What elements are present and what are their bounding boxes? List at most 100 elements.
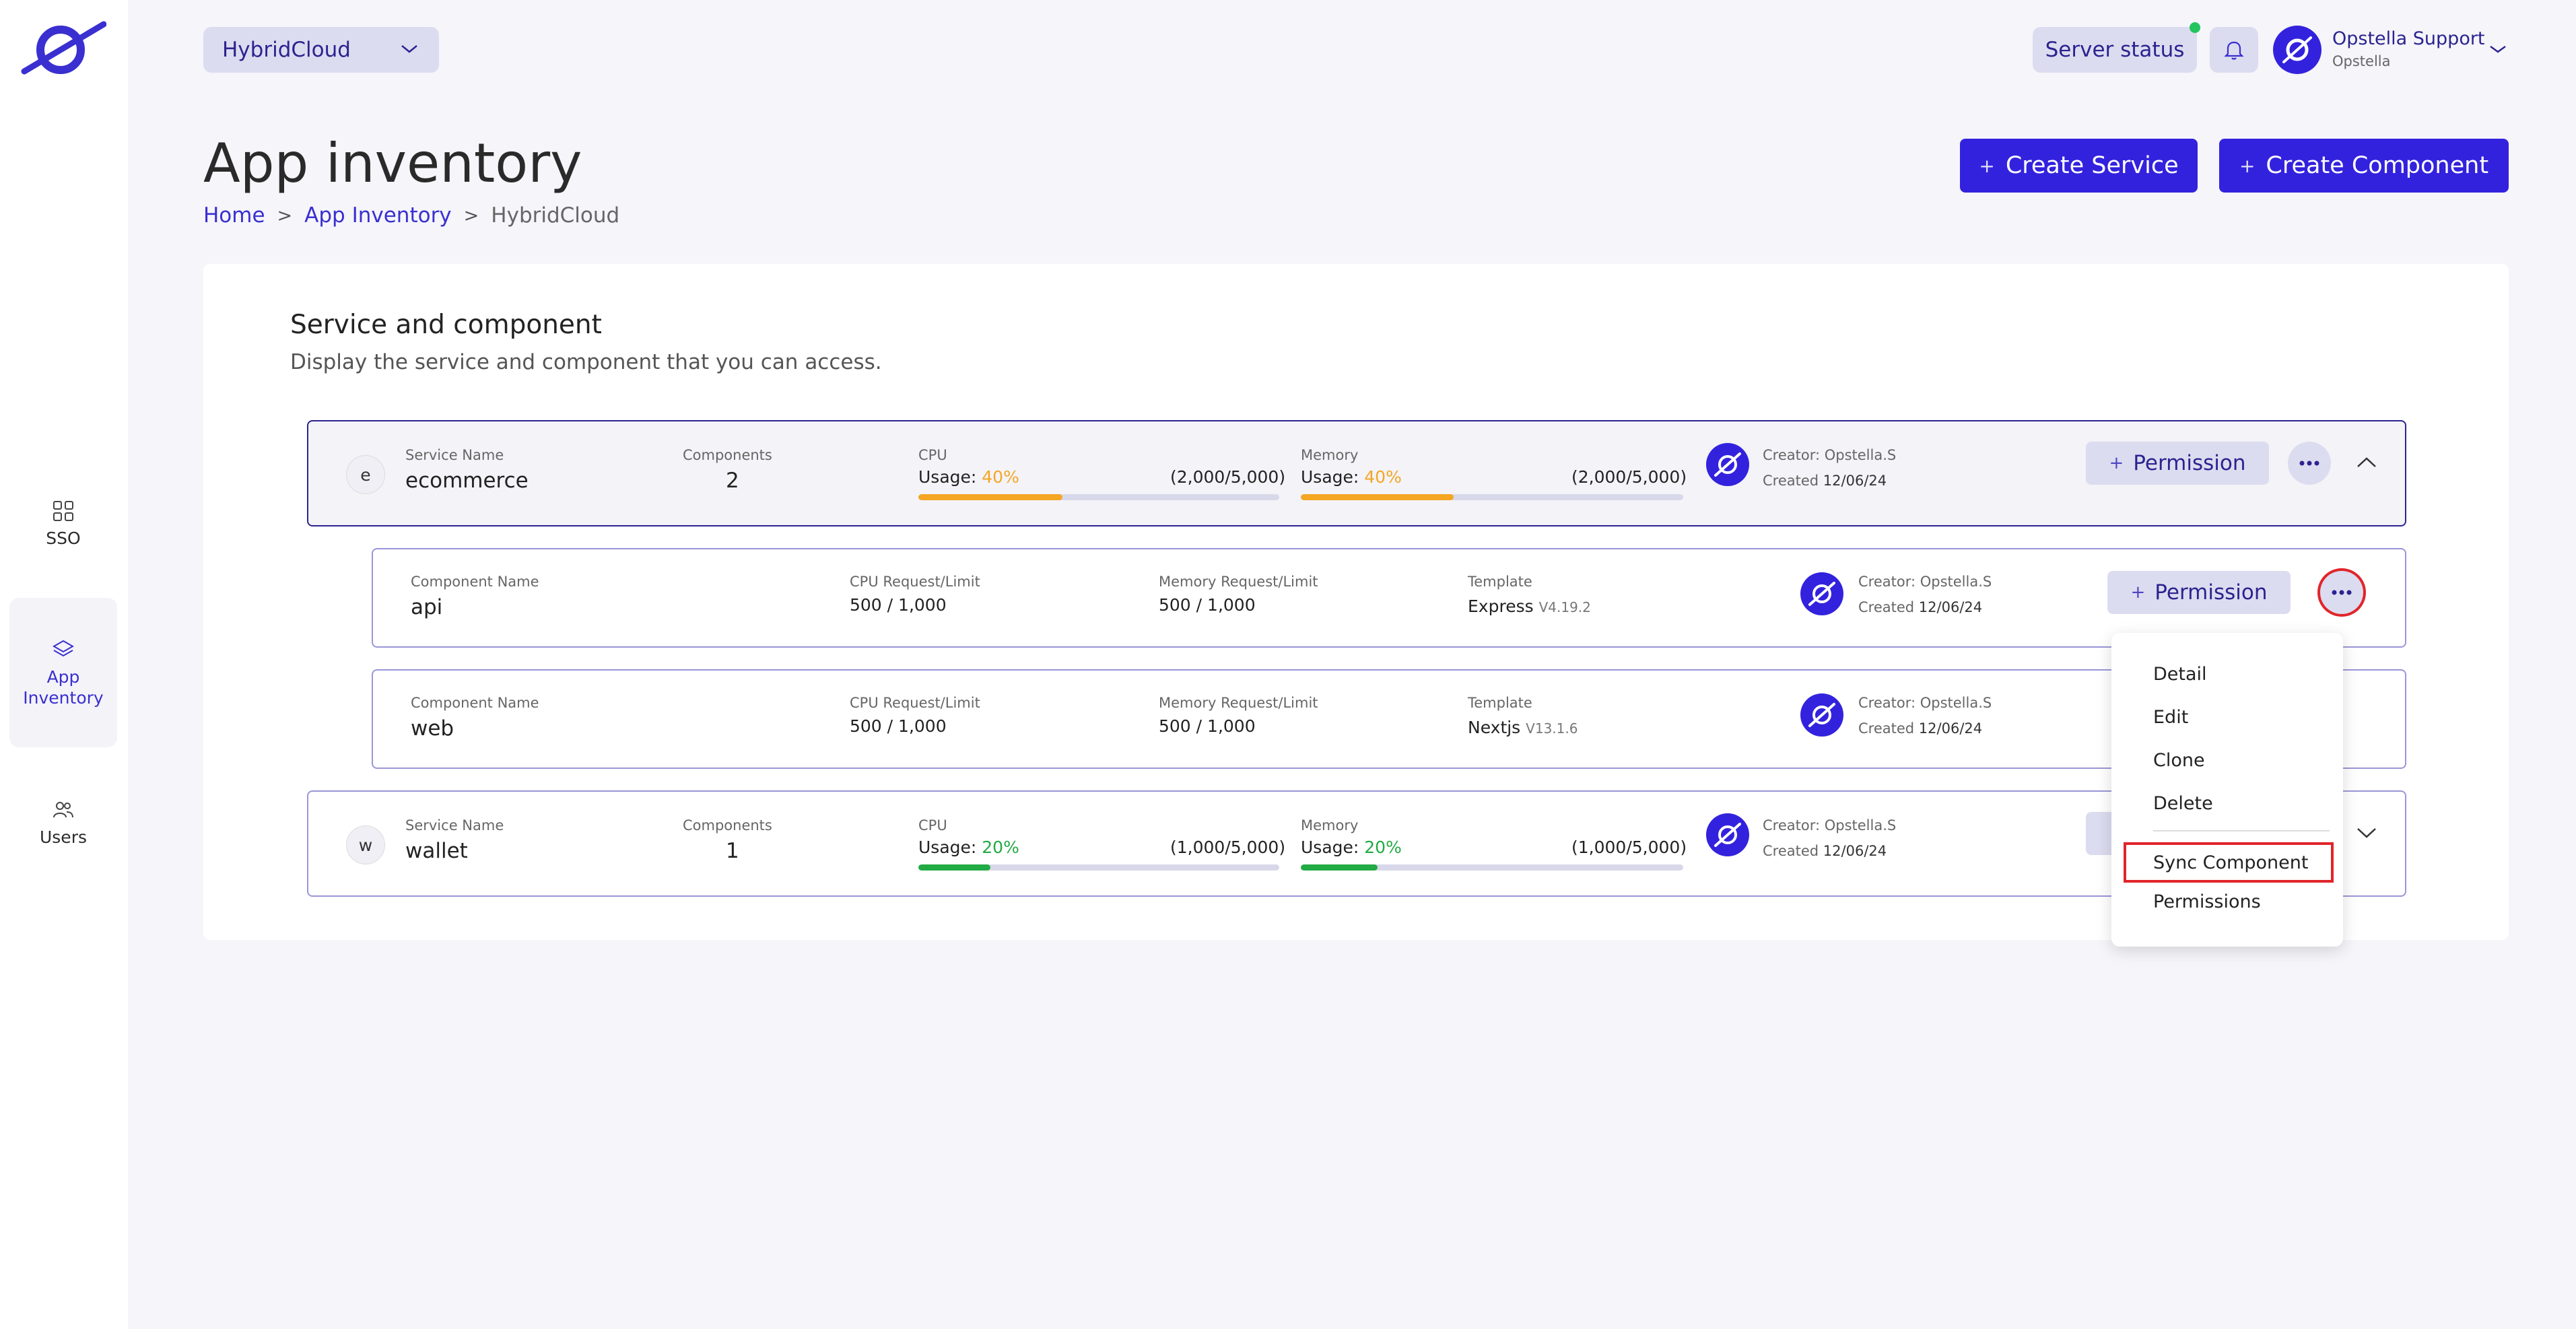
service-name-label: Service Name (405, 447, 504, 463)
created-date: Created 12/06/24 (1763, 843, 1887, 859)
cpu-usage: Usage: 20% (918, 838, 1019, 857)
component-name: web (411, 716, 454, 741)
components-count: 1 (726, 839, 739, 863)
menu-item-clone[interactable]: Clone (2153, 750, 2205, 771)
more-horizontal-icon (2299, 461, 2319, 466)
card-subtitle: Display the service and component that y… (290, 350, 882, 374)
sidebar-item-label: Users (39, 827, 87, 847)
breadcrumb: Home > App Inventory > HybridCloud (203, 203, 619, 228)
user-name[interactable]: Opstella Support (2332, 28, 2485, 49)
breadcrumb-current: HybridCloud (491, 203, 620, 228)
create-component-button[interactable]: + Create Component (2219, 139, 2509, 193)
created-label: Created (1763, 843, 1819, 859)
template-name: Nextjs (1468, 718, 1521, 737)
chevron-down-icon[interactable] (2488, 43, 2507, 55)
chevron-down-icon (401, 45, 417, 53)
service-avatar: e (346, 455, 385, 494)
sidebar-item-app-inventory[interactable]: App Inventory (9, 598, 117, 747)
more-options-button[interactable] (2288, 442, 2331, 485)
creator-avatar (1706, 443, 1749, 486)
template-label: Template (1468, 695, 1532, 711)
template-value: Nextjs V13.1.6 (1468, 718, 1578, 737)
memory-usage-bar (1301, 494, 1683, 500)
memory-usage-bar-fill (1301, 494, 1454, 500)
cpu-usage-percent: 20% (982, 838, 1019, 857)
component-name-label: Component Name (411, 574, 539, 590)
notifications-button[interactable] (2210, 27, 2258, 73)
component-row-api[interactable]: Component Name api CPU Request/Limit 500… (372, 548, 2406, 648)
template-label: Template (1468, 574, 1532, 590)
layers-icon (52, 640, 75, 657)
create-service-label: Create Service (2005, 152, 2179, 179)
project-select[interactable]: HybridCloud (203, 27, 439, 73)
template-version: V4.19.2 (1538, 599, 1591, 615)
created-value: 12/06/24 (1918, 720, 1983, 737)
server-status-label: Server status (2045, 38, 2185, 62)
permission-button[interactable]: + Permission (2107, 571, 2291, 614)
chevron-up-icon[interactable] (2355, 455, 2378, 470)
sidebar: SSO App Inventory Users (0, 0, 128, 1329)
server-status-button[interactable]: Server status (2033, 27, 2197, 73)
cpu-usage-bar-fill (918, 864, 991, 871)
more-options-button[interactable] (2320, 571, 2363, 614)
menu-item-label: Sync Component (2153, 852, 2309, 873)
component-name: api (411, 595, 443, 619)
component-row-web[interactable]: Component Name web CPU Request/Limit 500… (372, 669, 2406, 769)
created-label: Created (1858, 720, 1915, 737)
created-value: 12/06/24 (1918, 599, 1983, 615)
plus-icon: + (2130, 582, 2146, 603)
sidebar-item-label: App Inventory (23, 667, 104, 708)
breadcrumb-app-inventory[interactable]: App Inventory (304, 203, 452, 228)
service-row-ecommerce[interactable]: e Service Name ecommerce Components 2 CP… (307, 420, 2406, 526)
user-avatar[interactable] (2273, 26, 2321, 74)
permission-label: Permission (2155, 580, 2268, 605)
memory-usage-bar (1301, 864, 1683, 871)
opstella-logo[interactable] (19, 19, 106, 79)
service-avatar: w (346, 825, 385, 864)
project-select-value: HybridCloud (222, 38, 351, 62)
create-service-button[interactable]: + Create Service (1960, 139, 2198, 193)
memory-usage-percent: 40% (1364, 467, 1402, 487)
cpu-ratio: (1,000/5,000) (1170, 838, 1286, 857)
sidebar-item-sso[interactable]: SSO (9, 500, 117, 560)
breadcrumb-separator: > (463, 205, 479, 226)
permission-label: Permission (2133, 451, 2246, 475)
chevron-down-icon[interactable] (2355, 825, 2378, 840)
creator-avatar (1800, 693, 1843, 737)
menu-item-delete[interactable]: Delete (2153, 793, 2213, 814)
cpu-request-value: 500 / 1,000 (850, 595, 947, 615)
component-actions-menu: Detail Edit Clone Delete Sync Component … (2111, 633, 2343, 947)
memory-ratio: (1,000/5,000) (1571, 838, 1687, 857)
menu-item-detail[interactable]: Detail (2153, 664, 2207, 685)
memory-usage-percent: 20% (1364, 838, 1402, 857)
created-label: Created (1858, 599, 1915, 615)
memory-label: Memory (1301, 817, 1359, 833)
cpu-usage-bar (918, 864, 1279, 871)
created-date: Created 12/06/24 (1763, 473, 1887, 489)
cpu-request-value: 500 / 1,000 (850, 716, 947, 736)
menu-item-edit[interactable]: Edit (2153, 707, 2189, 728)
plus-icon: + (1979, 154, 1995, 177)
menu-item-permissions[interactable]: Permissions (2153, 891, 2261, 912)
service-name-label: Service Name (405, 817, 504, 833)
plus-icon: + (2109, 453, 2124, 473)
breadcrumb-home[interactable]: Home (203, 203, 265, 228)
service-row-wallet[interactable]: w Service Name wallet Components 1 CPU U… (307, 790, 2406, 897)
created-value: 12/06/24 (1823, 473, 1887, 489)
usage-label: Usage: (918, 467, 977, 487)
user-org: Opstella (2332, 53, 2391, 69)
created-label: Created (1763, 473, 1819, 489)
permission-button[interactable]: + Permission (2086, 442, 2269, 485)
menu-item-sync-component[interactable]: Sync Component (2124, 842, 2334, 883)
usage-label: Usage: (1301, 838, 1359, 857)
cpu-request-label: CPU Request/Limit (850, 574, 980, 590)
sidebar-item-users[interactable]: Users (9, 798, 117, 859)
more-horizontal-icon (2332, 590, 2352, 595)
components-label: Components (683, 447, 772, 463)
created-date: Created 12/06/24 (1858, 720, 1982, 737)
cpu-label: CPU (918, 817, 947, 833)
cpu-ratio: (2,000/5,000) (1170, 467, 1286, 487)
memory-label: Memory (1301, 447, 1359, 463)
breadcrumb-separator: > (277, 205, 293, 226)
usage-label: Usage: (918, 838, 977, 857)
